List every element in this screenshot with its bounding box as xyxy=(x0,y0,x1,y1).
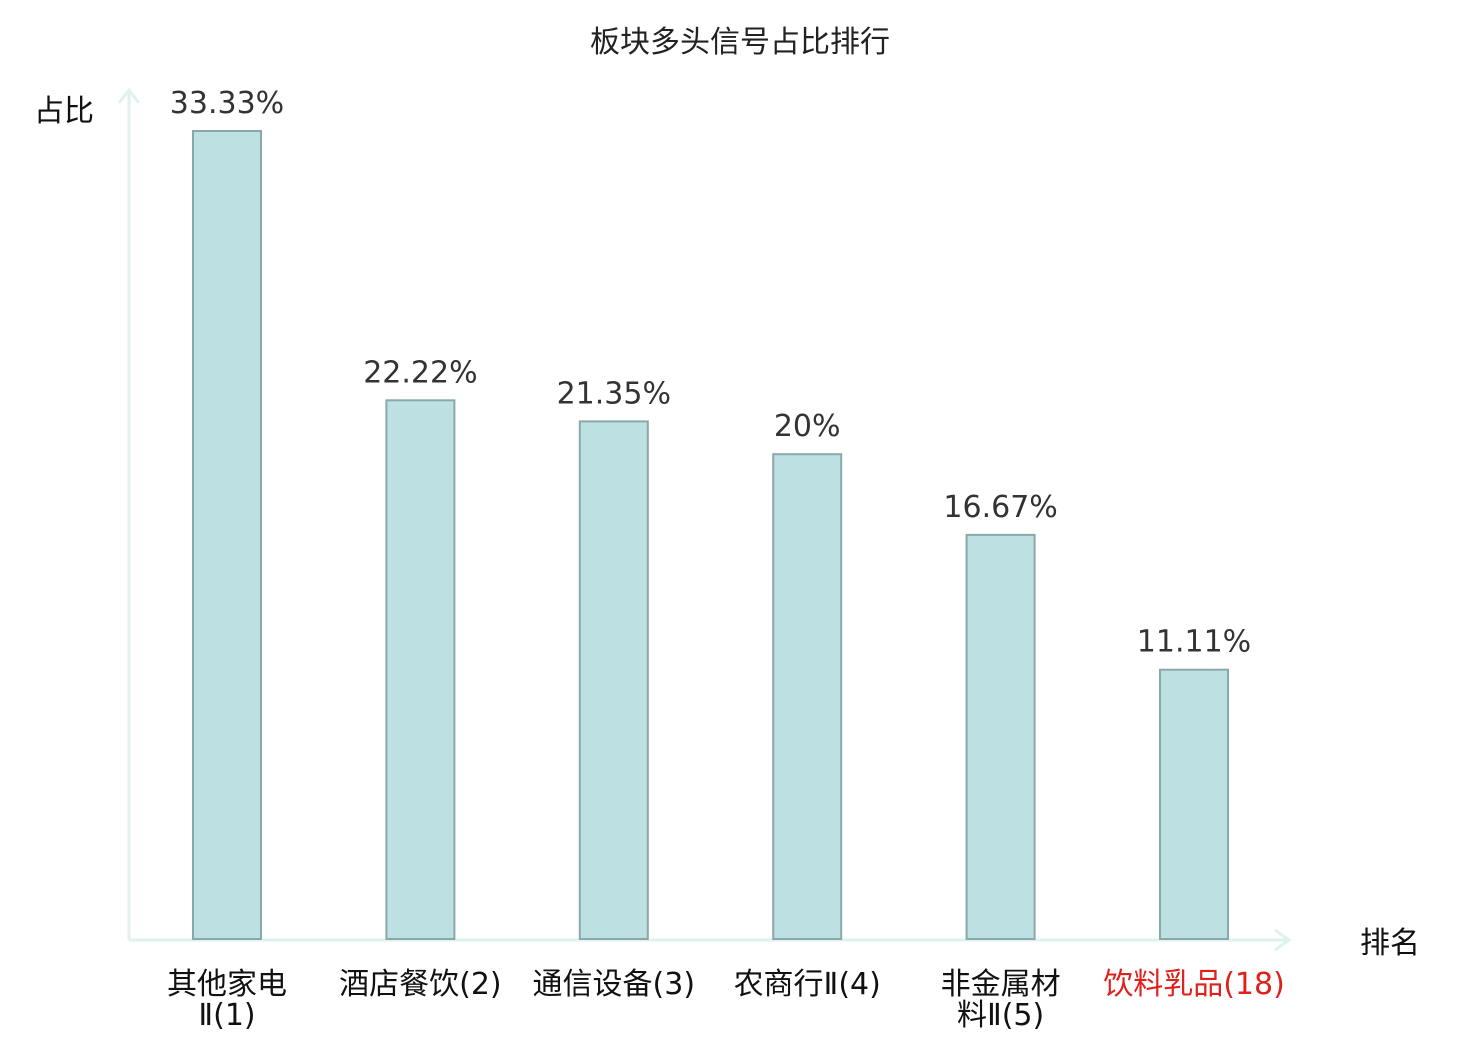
bars-group xyxy=(192,130,1229,941)
x-tick-label-4: 农商行Ⅱ(4) xyxy=(734,967,881,1002)
x-axis xyxy=(129,928,1292,952)
data-label-3: 21.35% xyxy=(557,376,671,411)
bar-3 xyxy=(578,420,649,940)
y-axis xyxy=(117,87,141,940)
bar-2 xyxy=(385,399,456,940)
bar-4 xyxy=(772,453,843,940)
x-tick-label-1: 其他家电 Ⅱ(1) xyxy=(167,967,287,1033)
x-tick-label-6: 饮料乳品(18) xyxy=(1103,967,1285,1002)
y-axis-label: 占比 xyxy=(34,94,94,129)
data-label-4: 20% xyxy=(774,409,841,444)
category-labels-group: 其他家电 Ⅱ(1) 酒店餐饮(2) 通信设备(3) 农商行Ⅱ(4) 非金属材料Ⅱ(5) 饮料… xyxy=(167,967,1285,1033)
value-labels-group: 33.33% 22.22% 21.35% 20% 16.67% 11.11% xyxy=(170,86,1251,660)
data-label-1: 33.33% xyxy=(170,86,284,121)
bar-5 xyxy=(965,533,1036,941)
chart-title: 板块多头信号占比排行 xyxy=(590,25,890,60)
data-label-2: 22.22% xyxy=(363,355,477,390)
x-axis-label: 排名 xyxy=(1360,926,1420,961)
x-tick-label-5: 非金属材料Ⅱ(5) xyxy=(941,967,1061,1033)
data-label-6: 11.11% xyxy=(1137,625,1251,660)
x-tick-label-2: 酒店餐饮(2) xyxy=(339,967,502,1002)
data-label-5: 16.67% xyxy=(943,490,1057,525)
bar-6 xyxy=(1159,668,1229,940)
x-tick-label-3: 通信设备(3) xyxy=(533,967,696,1002)
bar-1 xyxy=(192,130,262,940)
